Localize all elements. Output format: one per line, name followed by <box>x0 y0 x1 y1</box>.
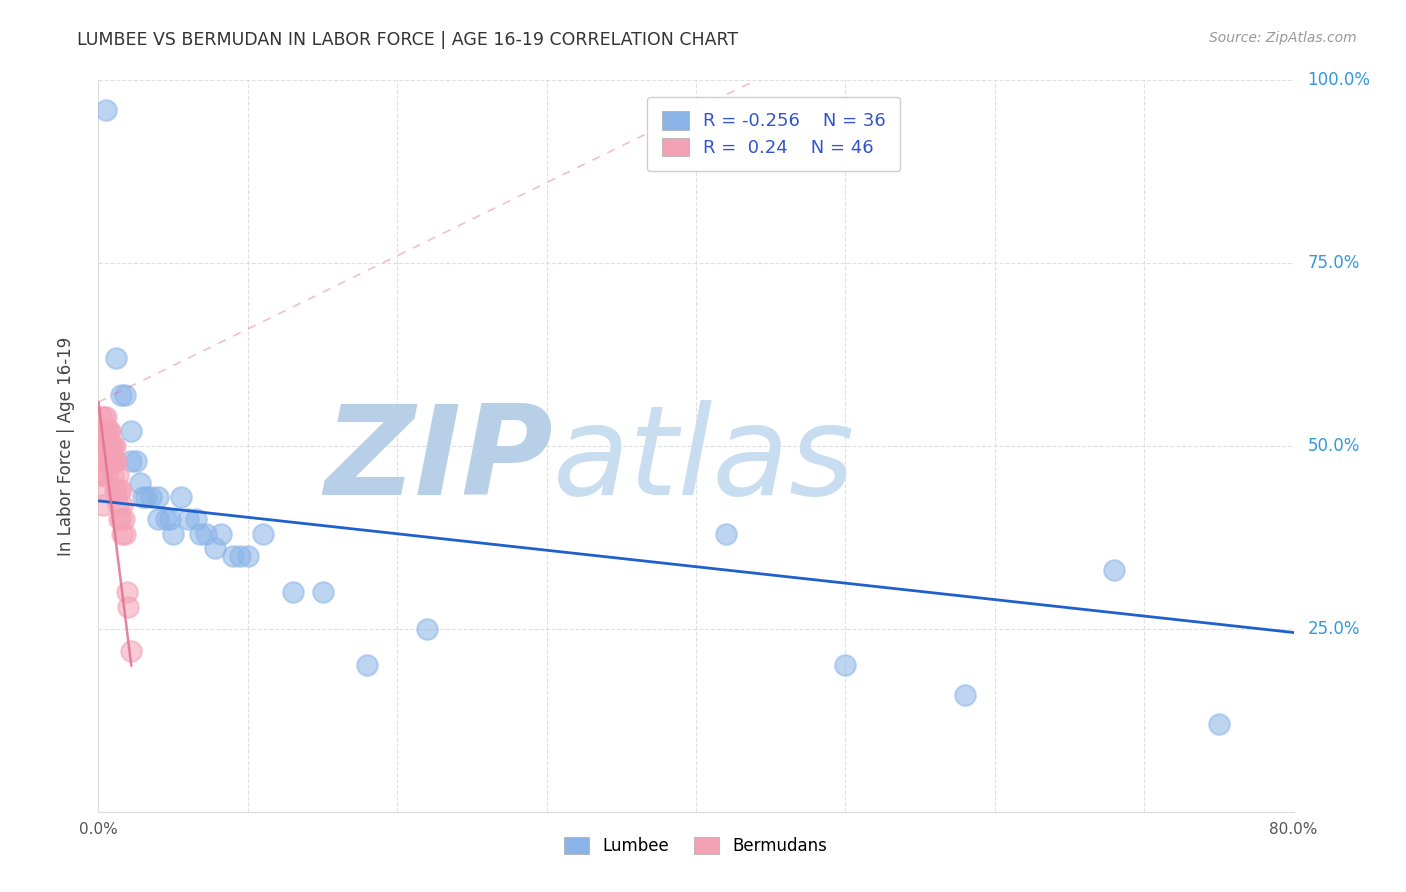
Point <box>834 658 856 673</box>
Point <box>148 490 170 504</box>
Point <box>177 512 200 526</box>
Point <box>94 425 117 439</box>
Point <box>184 512 207 526</box>
Text: 25.0%: 25.0% <box>1308 620 1360 638</box>
Point <box>162 526 184 541</box>
Point <box>105 483 128 497</box>
Point <box>103 453 125 467</box>
Point <box>103 468 125 483</box>
Point <box>97 425 120 439</box>
Text: 100.0%: 100.0% <box>1308 71 1371 89</box>
Point <box>93 453 115 467</box>
Point <box>281 585 304 599</box>
Point <box>101 439 124 453</box>
Point <box>101 453 124 467</box>
Point <box>110 512 132 526</box>
Point <box>94 103 117 117</box>
Point <box>209 526 232 541</box>
Point <box>125 453 148 467</box>
Point <box>110 388 132 402</box>
Legend: Lumbee, Bermudans: Lumbee, Bermudans <box>558 830 834 862</box>
Point <box>103 439 125 453</box>
Point <box>98 439 122 453</box>
Point <box>91 468 114 483</box>
Point <box>115 585 138 599</box>
Point <box>120 425 142 439</box>
Point <box>311 585 333 599</box>
Point <box>108 483 131 497</box>
Point <box>416 622 439 636</box>
Point <box>356 658 378 673</box>
Text: atlas: atlas <box>553 401 855 521</box>
Point <box>110 483 132 497</box>
Point <box>139 490 162 504</box>
Point <box>148 512 170 526</box>
Point <box>159 512 181 526</box>
Point <box>252 526 274 541</box>
Point <box>112 512 135 526</box>
Point <box>1104 563 1126 577</box>
Point <box>1208 717 1230 731</box>
Point <box>107 468 129 483</box>
Text: 50.0%: 50.0% <box>1308 437 1360 455</box>
Point <box>155 512 177 526</box>
Point <box>105 351 128 366</box>
Point <box>91 498 114 512</box>
Point <box>108 512 131 526</box>
Point <box>114 526 136 541</box>
Point <box>195 526 218 541</box>
Point <box>96 425 118 439</box>
Point <box>117 599 139 614</box>
Point <box>96 439 118 453</box>
Point <box>111 498 134 512</box>
Point <box>953 688 976 702</box>
Point <box>714 526 737 541</box>
Point <box>104 439 127 453</box>
Point <box>94 483 117 497</box>
Point <box>120 644 142 658</box>
Point <box>204 541 226 556</box>
Point <box>111 526 134 541</box>
Point <box>120 453 142 467</box>
Y-axis label: In Labor Force | Age 16-19: In Labor Force | Age 16-19 <box>56 336 75 556</box>
Point <box>94 453 117 467</box>
Point <box>236 549 259 563</box>
Point <box>91 425 114 439</box>
Point <box>104 483 127 497</box>
Text: 75.0%: 75.0% <box>1308 254 1360 272</box>
Point <box>98 425 122 439</box>
Point <box>129 475 152 490</box>
Text: LUMBEE VS BERMUDAN IN LABOR FORCE | AGE 16-19 CORRELATION CHART: LUMBEE VS BERMUDAN IN LABOR FORCE | AGE … <box>77 31 738 49</box>
Point <box>107 498 129 512</box>
Point <box>93 425 115 439</box>
Point <box>222 549 245 563</box>
Point <box>90 468 112 483</box>
Point <box>96 468 118 483</box>
Point <box>132 490 155 504</box>
Point <box>105 453 128 467</box>
Point <box>114 388 136 402</box>
Point <box>93 409 115 424</box>
Point <box>90 439 112 453</box>
Text: Source: ZipAtlas.com: Source: ZipAtlas.com <box>1209 31 1357 45</box>
Point <box>104 453 127 467</box>
Point <box>94 439 117 453</box>
Point <box>91 439 114 453</box>
Point <box>94 409 117 424</box>
Point <box>91 453 114 467</box>
Text: ZIP: ZIP <box>323 401 553 521</box>
Point <box>169 490 191 504</box>
Point <box>97 453 120 467</box>
Point <box>90 409 112 424</box>
Point <box>188 526 211 541</box>
Point <box>135 490 157 504</box>
Point <box>229 549 252 563</box>
